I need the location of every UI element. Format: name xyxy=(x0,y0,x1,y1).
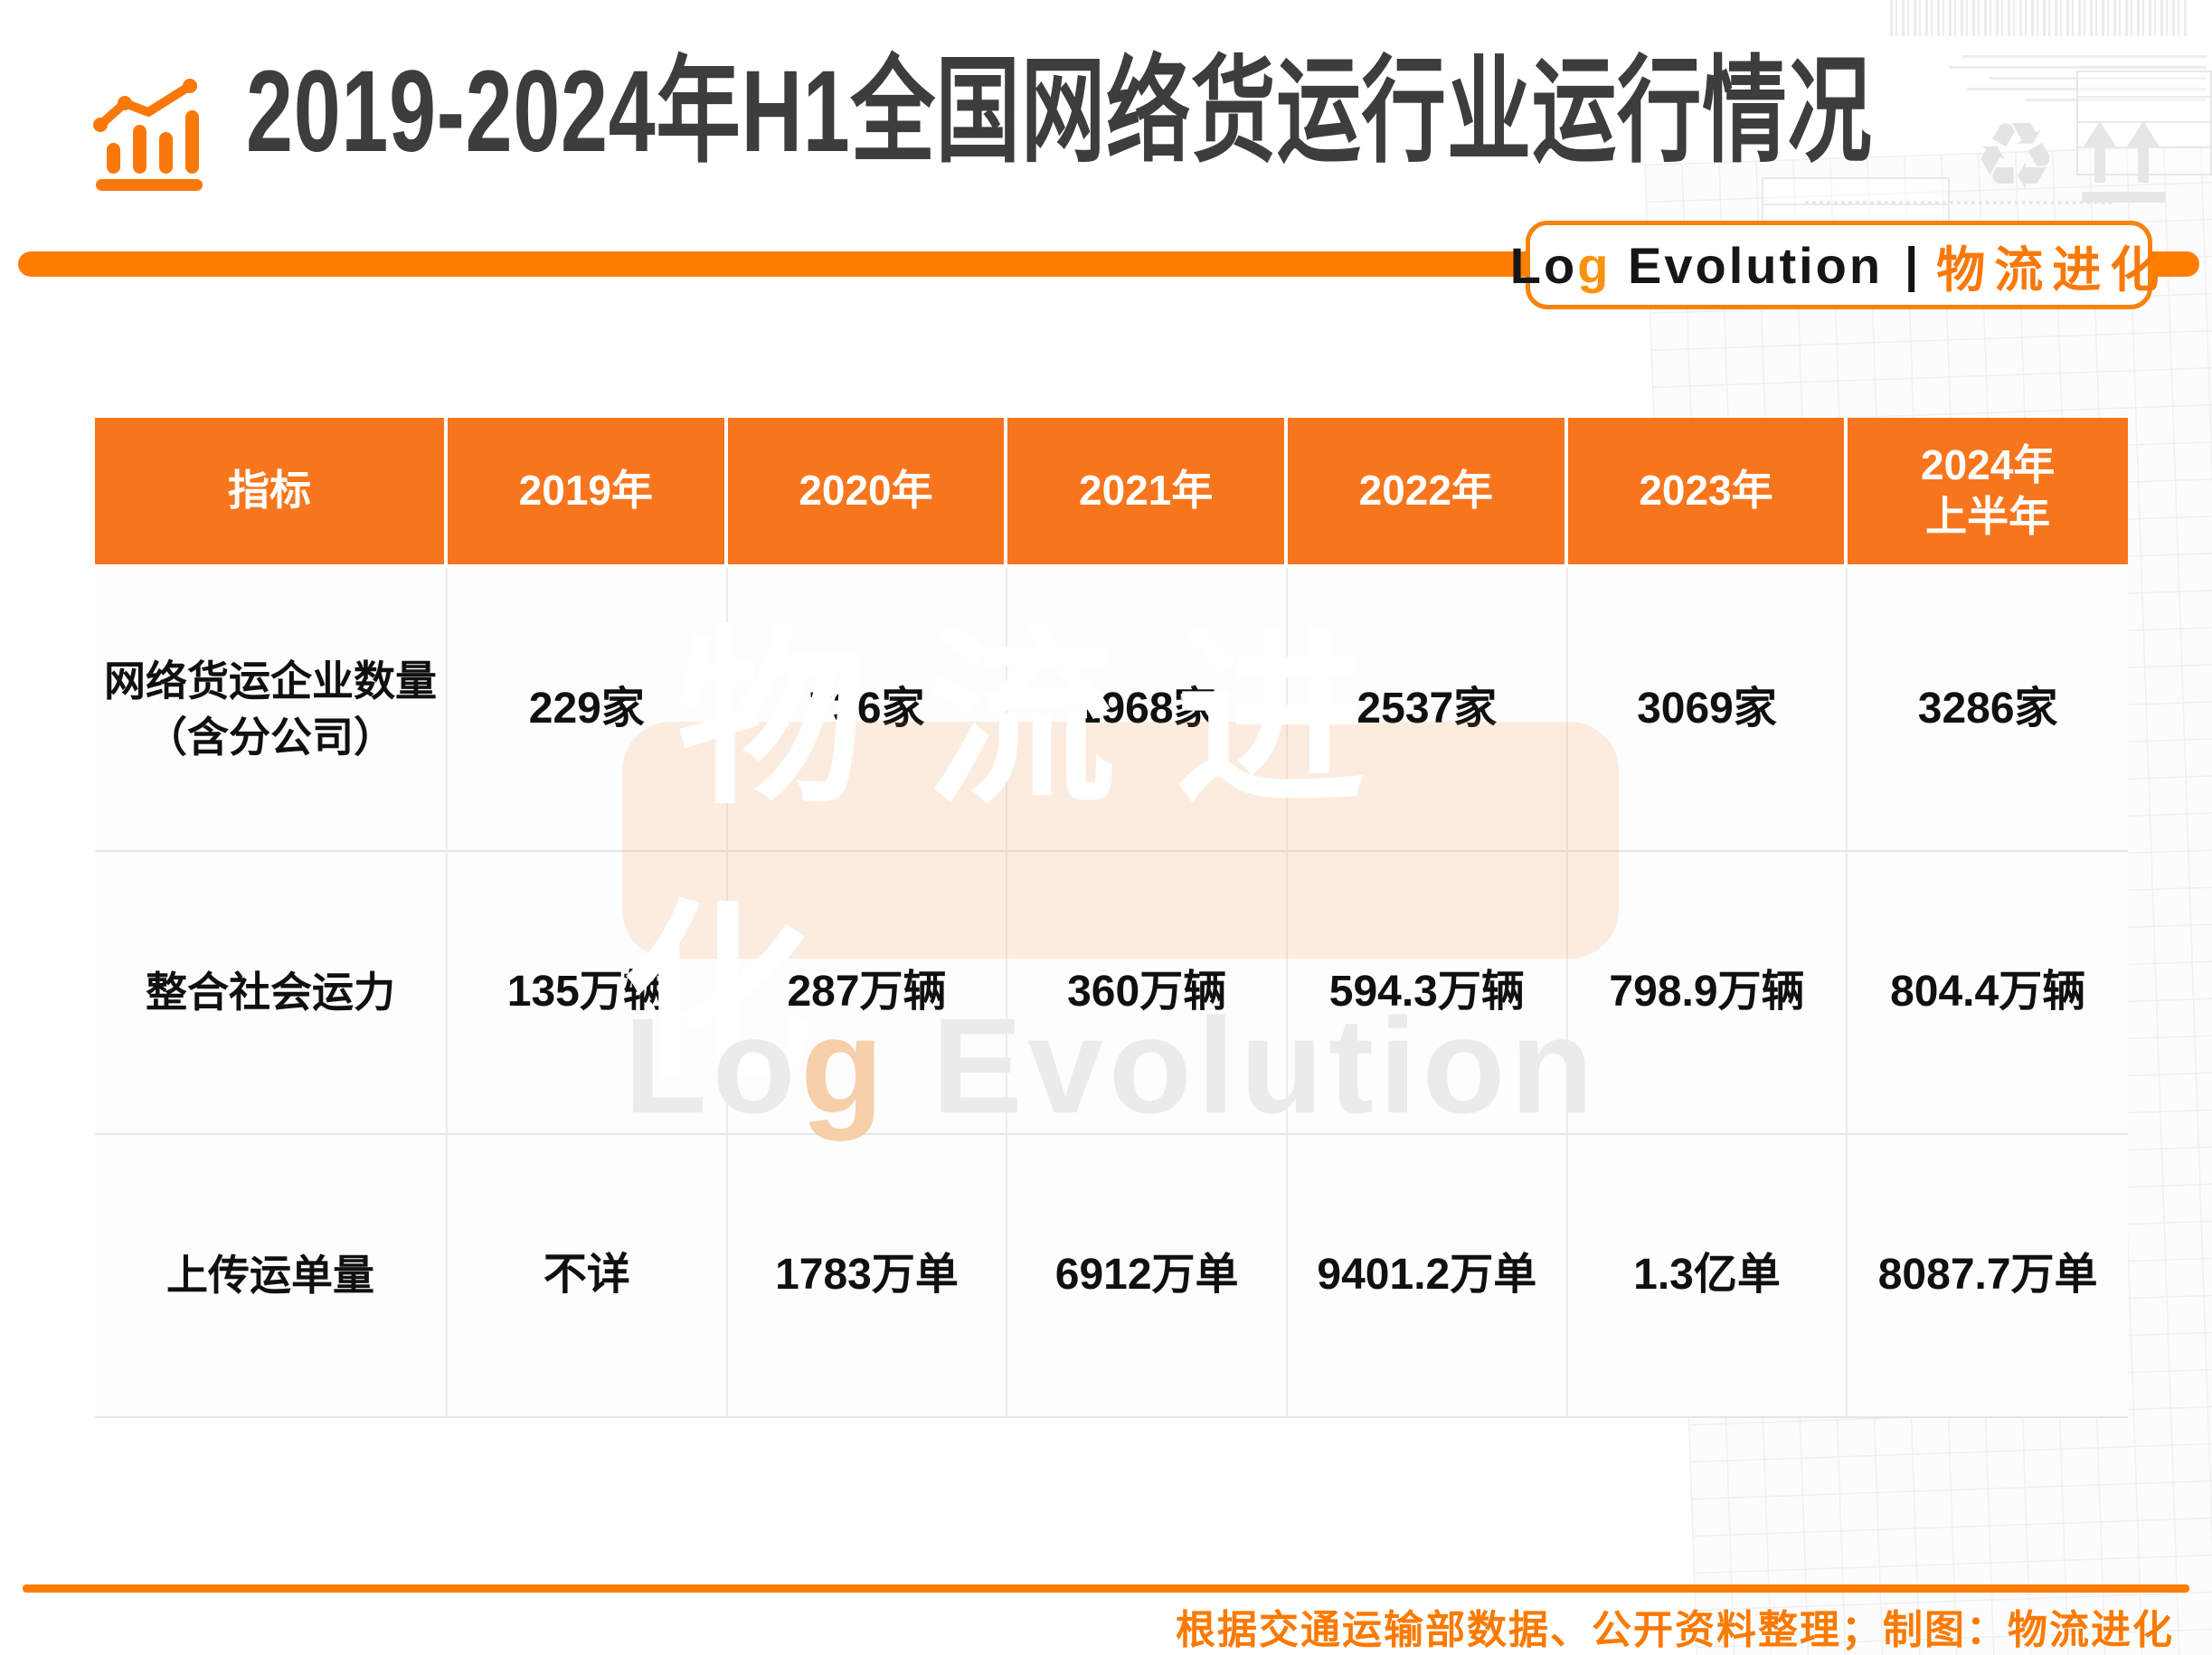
table-cell: 594.3万辆 xyxy=(1287,852,1568,1135)
fineprint-line xyxy=(1990,77,2207,80)
header-cell-2021: 2021年 xyxy=(1007,418,1288,568)
header-cell-2019: 2019年 xyxy=(448,418,728,568)
fineprint-line xyxy=(2026,99,2207,101)
table-cell: 3069家 xyxy=(1567,568,1848,852)
row-label-capacity: 整合社会运力 xyxy=(95,852,448,1135)
logo-g: g xyxy=(1577,236,1612,294)
table-cell: 1.3亿单 xyxy=(1567,1135,1848,1418)
logo-evolution: Evolution xyxy=(1611,236,1884,294)
this-way-up-icon xyxy=(2082,121,2165,203)
logo-text-en: Log Evolution xyxy=(1510,236,1883,295)
table-cell: 2537家 xyxy=(1287,568,1568,852)
table-cell: 135万辆 xyxy=(448,852,728,1135)
header-cell-2022: 2022年 xyxy=(1287,418,1568,568)
footer-note: 根据交通运输部数据、公开资料整理；制图：物流进化 xyxy=(1176,1608,2174,1652)
logo-divider: | xyxy=(1905,238,1919,292)
table-cell: 8087.7万单 xyxy=(1848,1135,2128,1418)
table-cell: 9401.2万单 xyxy=(1287,1135,1568,1418)
table-cell: 736家 xyxy=(727,568,1008,852)
table-cell: 229家 xyxy=(448,568,728,852)
chart-growth-icon xyxy=(93,79,203,191)
header-cell-2020: 2020年 xyxy=(727,418,1008,568)
page-title: 2019-2024年H1全国网络货运行业运行情况 xyxy=(246,47,1873,176)
table-cell: 1783万单 xyxy=(727,1135,1008,1418)
dotted-line-decoration xyxy=(1805,201,2113,204)
row-label-waybills: 上传运单量 xyxy=(95,1135,448,1418)
fineprint-line xyxy=(1962,55,2207,58)
table-cell: 287万辆 xyxy=(727,852,1008,1135)
header-cell-indicator: 指标 xyxy=(95,418,448,568)
barcode-decoration xyxy=(1890,0,2188,36)
industry-data-table: 指标 2019年 2020年 2021年 2022年 2023年 2024年 上… xyxy=(95,418,2128,1418)
table-cell: 804.4万辆 xyxy=(1848,852,2128,1135)
footer-divider xyxy=(23,1584,2189,1593)
table-cell: 6912万单 xyxy=(1007,1135,1288,1418)
customs-text-decoration xyxy=(1944,47,2207,125)
table-cell: 3286家 xyxy=(1848,568,2128,852)
recycle-icon: ♻ xyxy=(1973,105,2058,210)
fineprint-line xyxy=(1967,88,2207,90)
row-label-companies: 网络货运企业数量（含分公司） xyxy=(95,568,448,852)
table-cell: 798.9万辆 xyxy=(1567,852,1848,1135)
table-cell: 不详 xyxy=(448,1135,728,1418)
header-cell-2024h1: 2024年 上半年 xyxy=(1848,418,2128,568)
brand-logo-box: Log Evolution | 物流进化 xyxy=(1510,221,2159,309)
logo-lo: Lo xyxy=(1509,236,1578,294)
header-cell-2023: 2023年 xyxy=(1567,418,1848,568)
table-cell: 1968家 xyxy=(1007,568,1288,852)
table-cell: 360万辆 xyxy=(1007,852,1288,1135)
fineprint-line xyxy=(1949,66,2207,69)
logo-text-cn: 物流进化 xyxy=(1936,242,2169,298)
